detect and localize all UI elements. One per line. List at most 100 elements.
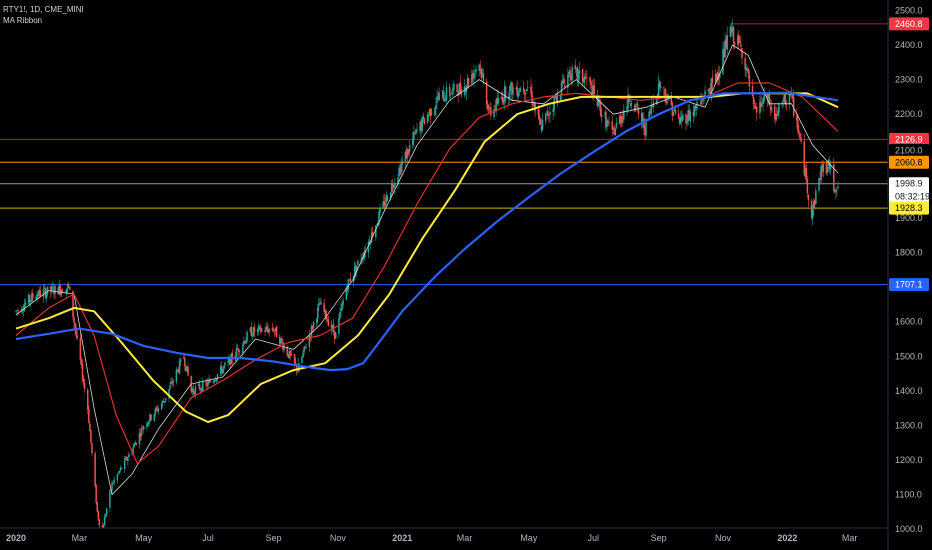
candle-243	[375, 224, 377, 241]
candle-386	[585, 69, 587, 79]
candle-321	[489, 103, 491, 114]
candle-385	[584, 73, 586, 89]
candle-438	[663, 86, 665, 96]
candle-133	[212, 379, 215, 384]
candle-2	[17, 308, 19, 316]
candle-401	[607, 119, 609, 127]
candle-404	[612, 126, 615, 134]
candle-322	[490, 101, 492, 120]
candle-98	[160, 401, 163, 411]
candle-139	[221, 361, 223, 377]
candle-28	[57, 286, 59, 295]
indicator-label[interactable]: MA Ribbon	[3, 16, 43, 25]
candle-345	[524, 92, 527, 102]
candle-361	[548, 113, 550, 122]
candle-246	[378, 207, 380, 228]
candle-271	[415, 128, 417, 136]
candle-205	[318, 298, 320, 311]
candle-204	[317, 303, 319, 325]
candle-297	[453, 80, 455, 95]
candle-542	[815, 187, 817, 205]
candle-488	[737, 32, 739, 48]
candle-389	[590, 79, 592, 88]
candle-450	[680, 111, 682, 125]
candle-515	[776, 106, 778, 122]
candle-412	[623, 104, 625, 123]
candle-138	[219, 364, 222, 376]
candle-132	[209, 378, 211, 384]
candle-473	[714, 69, 717, 85]
candle-255	[391, 178, 394, 195]
candle-460	[694, 104, 697, 112]
candle-233	[360, 254, 362, 266]
candle-493	[744, 51, 746, 77]
candle-106	[171, 377, 173, 388]
candle-551	[828, 156, 831, 174]
candle-414	[627, 87, 629, 114]
candle-406	[614, 127, 617, 136]
candle-452	[682, 112, 684, 122]
candle-19	[43, 283, 46, 293]
candle-63	[109, 489, 111, 512]
candle-480	[724, 32, 726, 58]
candle-165	[259, 324, 261, 331]
symbol-title[interactable]: RTY1!, 1D, CME_MINI	[3, 5, 84, 14]
candle-125	[199, 387, 202, 395]
candle-127	[202, 377, 204, 392]
candle-12	[32, 288, 34, 302]
candle-42	[76, 330, 78, 341]
candle-7	[24, 298, 27, 307]
candle-531	[799, 133, 801, 141]
candle-175	[273, 328, 276, 337]
candle-410	[620, 114, 623, 127]
candle-312	[475, 66, 477, 77]
candle-61	[104, 513, 107, 518]
candle-158	[249, 326, 252, 333]
candle-264	[405, 145, 408, 159]
candle-426	[644, 124, 646, 140]
candle-300	[458, 83, 460, 95]
candle-209	[324, 308, 326, 319]
candle-497	[748, 70, 751, 94]
candle-101	[164, 400, 166, 405]
candle-356	[540, 118, 543, 134]
candle-261	[400, 157, 402, 176]
candle-109	[176, 368, 179, 373]
candle-102	[165, 398, 167, 403]
price-tag-3: 2060.8	[889, 155, 929, 169]
candle-449	[678, 117, 681, 126]
candle-461	[695, 100, 698, 116]
candle-93	[153, 413, 155, 423]
candle-140	[222, 368, 224, 375]
candle-38	[72, 290, 74, 321]
candle-91	[149, 413, 151, 423]
candle-375	[569, 66, 571, 82]
candle-76	[127, 456, 129, 466]
candle-174	[272, 326, 275, 333]
candle-37	[69, 286, 71, 291]
candle-51	[90, 429, 92, 445]
candle-337	[512, 83, 514, 101]
candle-327	[497, 90, 499, 106]
candle-180	[281, 336, 283, 345]
price-tick-label: 1800.0	[895, 248, 923, 258]
candle-397	[600, 108, 603, 123]
candle-29	[58, 280, 61, 296]
candle-379	[575, 67, 578, 77]
candle-5	[22, 304, 25, 317]
candle-241	[370, 227, 373, 244]
candle-36	[68, 282, 70, 288]
candle-50	[89, 421, 91, 432]
candle-273	[419, 119, 421, 138]
candle-371	[562, 74, 565, 84]
candle-169	[265, 323, 267, 333]
candle-238	[367, 239, 370, 259]
time-axis[interactable]: 2020 Mar May Jul Sep Nov 2021 Mar May Jul Sep Nov 20…	[6, 533, 857, 543]
candle-161	[252, 326, 255, 338]
candle-405	[613, 124, 616, 136]
candle-435	[657, 74, 660, 100]
candle-53	[94, 450, 96, 488]
candle-199	[309, 335, 312, 343]
candle-252	[386, 194, 389, 201]
